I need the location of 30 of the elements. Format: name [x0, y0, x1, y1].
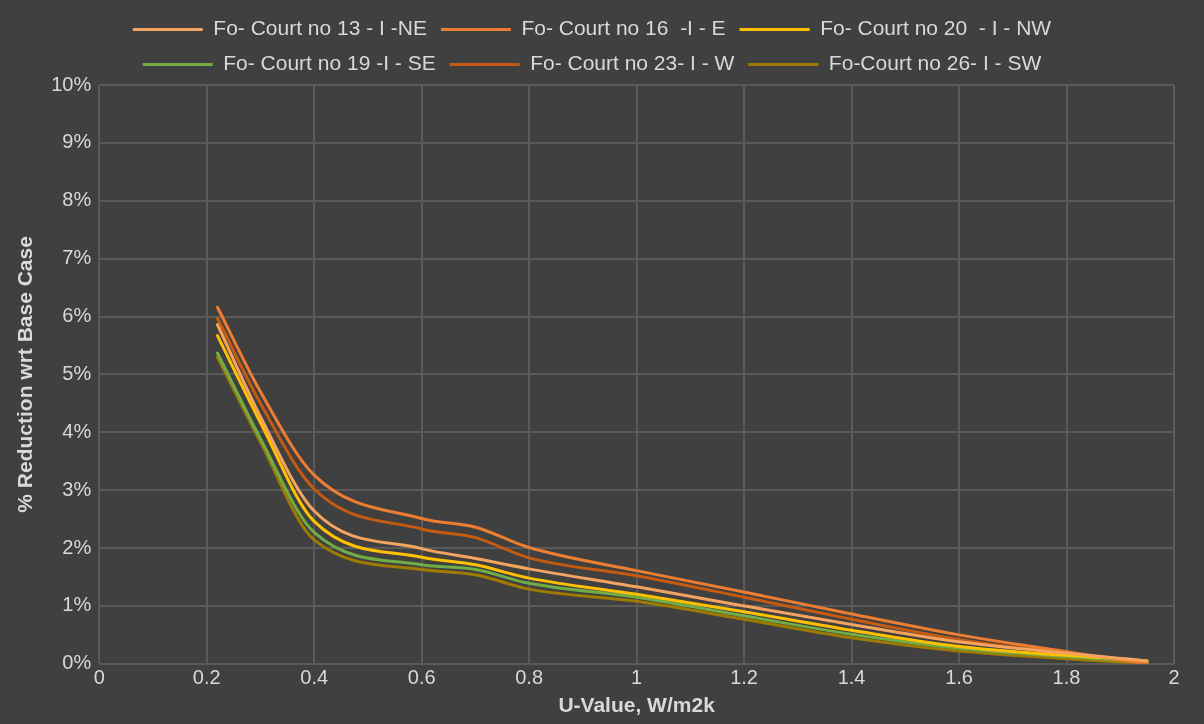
x-tick-label: 2: [1168, 666, 1180, 689]
y-tick-label: 2%: [62, 535, 92, 558]
legend-label: Fo- Court no 19 -I - SE: [223, 51, 436, 75]
x-tick-label: 1.8: [1052, 666, 1081, 689]
legend-label: Fo- Court no 23- I - W: [530, 51, 735, 75]
x-tick-label: 1.6: [945, 666, 973, 689]
x-tick-label: 0.6: [407, 666, 436, 689]
legend-label: Fo- Court no 16 -I - E: [521, 16, 726, 40]
y-axis-title: % Reduction wrt Base Case: [13, 236, 37, 513]
x-tick-label: 1.2: [730, 666, 758, 689]
x-tick-label: 0.8: [515, 666, 544, 689]
y-tick-label: 1%: [62, 593, 92, 616]
x-tick-label: 0.2: [192, 666, 221, 689]
y-tick-label: 6%: [62, 304, 92, 327]
legend-label: Fo- Court no 20 - I - NW: [820, 16, 1052, 40]
y-tick-label: 8%: [62, 188, 92, 211]
x-tick-label: 1.4: [837, 666, 866, 689]
x-axis-title: U-Value, W/m2k: [558, 693, 716, 717]
x-tick-label: 1: [631, 666, 643, 689]
y-tick-label: 0%: [62, 651, 92, 674]
y-tick-label: 4%: [62, 419, 92, 442]
legend-label: Fo- Court no 13 - I -NE: [213, 16, 427, 40]
x-tick-label: 0.4: [300, 666, 329, 689]
x-tick-label: 0: [93, 666, 105, 689]
y-tick-label: 9%: [62, 130, 92, 153]
y-tick-label: 10%: [51, 72, 92, 95]
legend-label: Fo-Court no 26- I - SW: [828, 51, 1042, 75]
y-tick-label: 5%: [62, 361, 92, 384]
y-tick-label: 3%: [62, 477, 92, 500]
y-tick-label: 7%: [62, 246, 92, 269]
